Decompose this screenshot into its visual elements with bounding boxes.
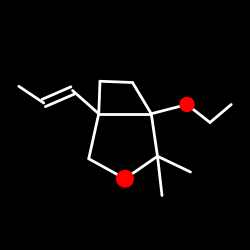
Circle shape: [180, 98, 194, 112]
Circle shape: [117, 170, 133, 187]
